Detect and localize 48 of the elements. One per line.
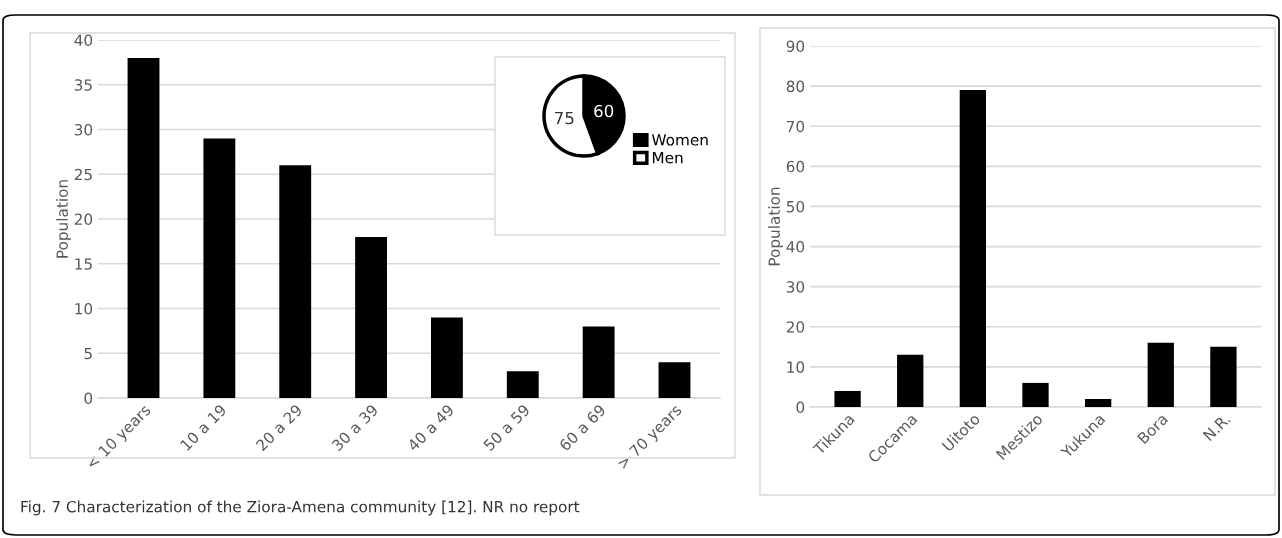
y-tick-label: 0 bbox=[796, 401, 805, 414]
y-tick-label: 10 bbox=[787, 361, 805, 373]
y-tick-label: 90 bbox=[786, 40, 805, 53]
bar bbox=[1147, 342, 1174, 407]
y-tick-label: 40 bbox=[786, 241, 805, 253]
y-tick-label: 20 bbox=[786, 321, 805, 333]
x-tick-label: 40 a 49 bbox=[406, 403, 455, 452]
bar bbox=[279, 165, 312, 398]
x-tick-label: 60 a 69 bbox=[558, 403, 607, 452]
bar bbox=[355, 236, 387, 398]
y-tick-label: 35 bbox=[74, 79, 92, 91]
y-tick-label: 15 bbox=[75, 258, 92, 270]
y-axis-title: Population bbox=[56, 180, 71, 258]
bar bbox=[506, 371, 539, 398]
x-tick-label: 50 a 59 bbox=[482, 403, 531, 452]
y-tick-label: 0 bbox=[84, 392, 93, 405]
data-label: 75 bbox=[555, 111, 574, 125]
bar bbox=[834, 390, 861, 407]
caption: Fig. 7 Characterization of the Ziora-Amena community [12]. NR no report bbox=[21, 500, 580, 516]
y-tick-label: 5 bbox=[84, 347, 92, 360]
bar bbox=[203, 138, 236, 398]
y-tick-label: 10 bbox=[75, 302, 93, 315]
y-tick-label: 80 bbox=[786, 80, 805, 93]
y-tick-label: 70 bbox=[786, 120, 805, 133]
data-label: 60 bbox=[594, 104, 614, 118]
bar bbox=[1210, 346, 1237, 407]
bar bbox=[897, 354, 924, 407]
bar bbox=[127, 57, 160, 398]
y-tick-label: 30 bbox=[786, 281, 805, 293]
y-tick-label: 40 bbox=[74, 34, 93, 47]
legend-label: Men bbox=[652, 152, 683, 164]
bar bbox=[959, 90, 987, 407]
y-tick-label: 60 bbox=[786, 160, 805, 173]
x-tick-label: N.R. bbox=[1202, 413, 1231, 442]
bar bbox=[582, 326, 615, 398]
x-tick-label: 20 a 29 bbox=[255, 403, 303, 452]
bar bbox=[1084, 398, 1112, 407]
bar bbox=[658, 362, 691, 398]
x-tick-label: 10 a 19 bbox=[179, 403, 227, 452]
legend-label: Women bbox=[651, 134, 708, 146]
y-tick-label: 50 bbox=[786, 200, 805, 213]
bar bbox=[431, 317, 463, 398]
y-tick-label: 25 bbox=[74, 168, 92, 181]
y-tick-label: 20 bbox=[74, 213, 93, 226]
bar bbox=[1022, 382, 1049, 407]
x-tick-label: 30 a 39 bbox=[331, 403, 379, 452]
y-axis-title: Population bbox=[768, 187, 783, 266]
y-tick-label: 30 bbox=[74, 123, 93, 136]
